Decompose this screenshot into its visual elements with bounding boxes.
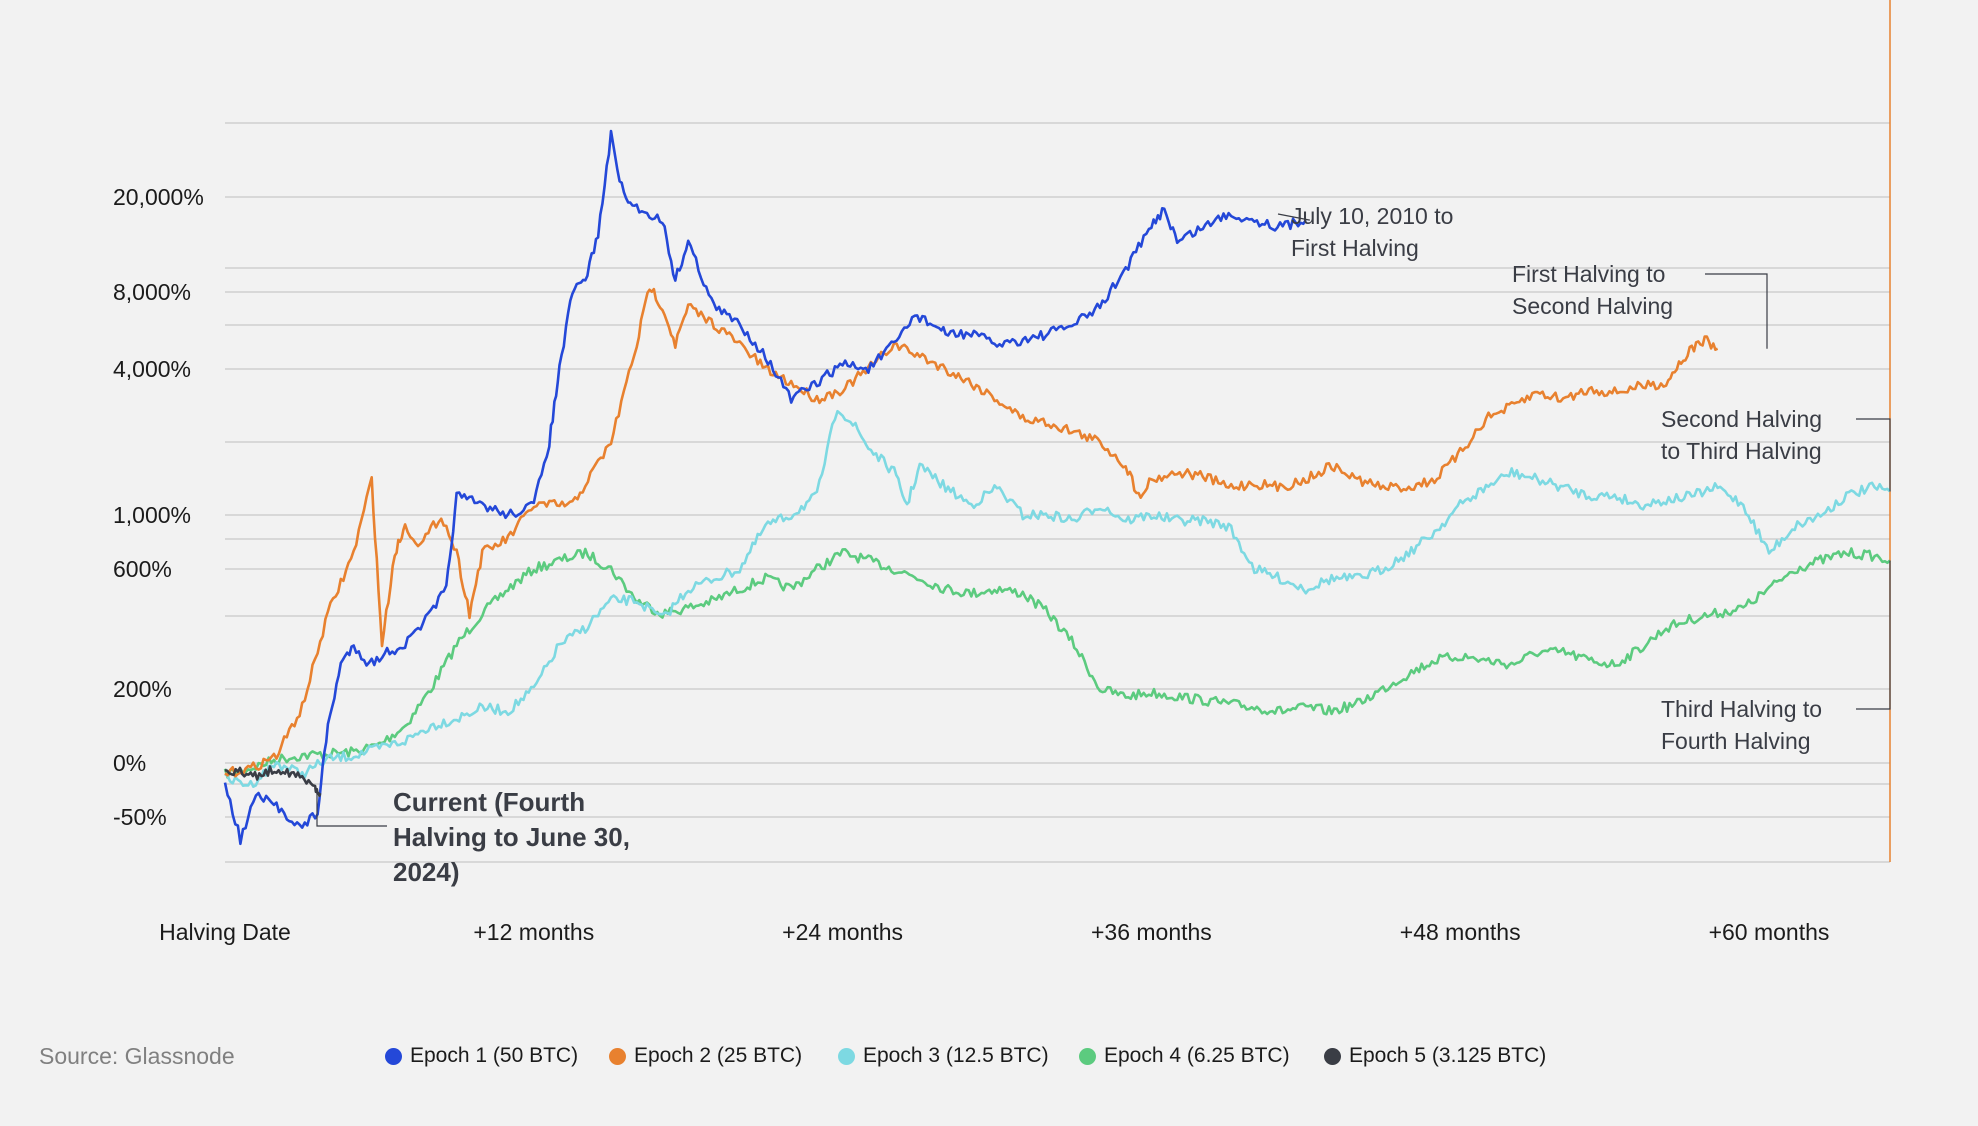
gridlines xyxy=(225,122,1890,863)
legend-swatch xyxy=(1324,1047,1341,1065)
x-tick-label: +12 months xyxy=(473,919,594,945)
x-tick-label: Halving Date xyxy=(159,919,291,945)
x-tick-label: +36 months xyxy=(1091,919,1212,945)
legend-label: Epoch 1 (50 BTC) xyxy=(410,1044,579,1067)
annotation-leader xyxy=(1856,560,1891,710)
y-tick-label: 0% xyxy=(113,750,146,776)
annotation-text: Current (Fourth xyxy=(393,787,585,817)
legend-swatch xyxy=(1079,1047,1096,1065)
annotation-text: to Third Halving xyxy=(1661,438,1822,464)
legend-swatch xyxy=(385,1047,402,1065)
series-line xyxy=(223,129,1307,846)
annotation-text: Third Halving to xyxy=(1661,696,1822,722)
annotation-text: 2024) xyxy=(393,857,460,887)
legend-item: Epoch 5 (3.125 BTC) xyxy=(1324,1044,1546,1068)
x-tick-label: +60 months xyxy=(1709,919,1830,945)
y-tick-label: 200% xyxy=(113,676,172,702)
annotation-leader xyxy=(316,792,387,827)
return-chart: 20,000% 8,000% 4,000% 1,000% 600% 200% 0% -50% H… xyxy=(113,0,1891,945)
annotations: July 10, 2010 to First Halving First Halvi… xyxy=(316,203,1891,887)
x-axis-labels: Halving Date +12 months +24 months +36 mont… xyxy=(159,919,1829,945)
y-tick-label: 20,000% xyxy=(113,184,204,210)
x-tick-label: +48 months xyxy=(1400,919,1521,945)
y-tick-label: 600% xyxy=(113,556,172,582)
annotation-text: Fourth Halving xyxy=(1661,728,1811,754)
annotation-text: Second Halving xyxy=(1512,293,1673,319)
annotation-leader xyxy=(1705,273,1768,349)
legend-label: Epoch 3 (12.5 BTC) xyxy=(863,1044,1049,1067)
y-tick-label: 8,000% xyxy=(113,279,191,305)
legend-item: Epoch 1 (50 BTC) xyxy=(385,1044,578,1068)
annotation-text: First Halving to xyxy=(1512,261,1665,287)
annotation-text: First Halving xyxy=(1291,235,1419,261)
legend-item: Epoch 3 (12.5 BTC) xyxy=(838,1044,1049,1068)
annotation-leader xyxy=(1856,418,1891,492)
annotation-text: Halving to June 30, xyxy=(393,822,630,852)
legend-swatch xyxy=(838,1047,855,1065)
legend-label: Epoch 2 (25 BTC) xyxy=(634,1044,803,1067)
series-line xyxy=(223,547,1891,779)
legend-item: Epoch 4 (6.25 BTC) xyxy=(1079,1044,1290,1068)
annotation-leader xyxy=(1277,213,1310,221)
y-tick-label: 1,000% xyxy=(113,502,191,528)
legend-item: Epoch 2 (25 BTC) xyxy=(609,1044,802,1068)
annotation-text: Second Halving xyxy=(1661,406,1822,432)
legend-swatch xyxy=(609,1047,626,1065)
source-note: Source: Glassnode xyxy=(39,1043,235,1069)
legend-label: Epoch 5 (3.125 BTC) xyxy=(1349,1044,1547,1067)
annotation-text: July 10, 2010 to xyxy=(1291,203,1453,229)
series-line xyxy=(224,765,322,797)
legend-label: Epoch 4 (6.25 BTC) xyxy=(1104,1044,1290,1067)
series-line xyxy=(224,409,1891,788)
series-lines xyxy=(223,129,1891,846)
y-tick-label: -50% xyxy=(113,804,167,830)
x-tick-label: +24 months xyxy=(782,919,903,945)
y-axis-labels: 20,000% 8,000% 4,000% 1,000% 600% 200% 0% -50% xyxy=(113,184,204,830)
series-line xyxy=(224,287,1719,778)
y-tick-label: 4,000% xyxy=(113,356,191,382)
